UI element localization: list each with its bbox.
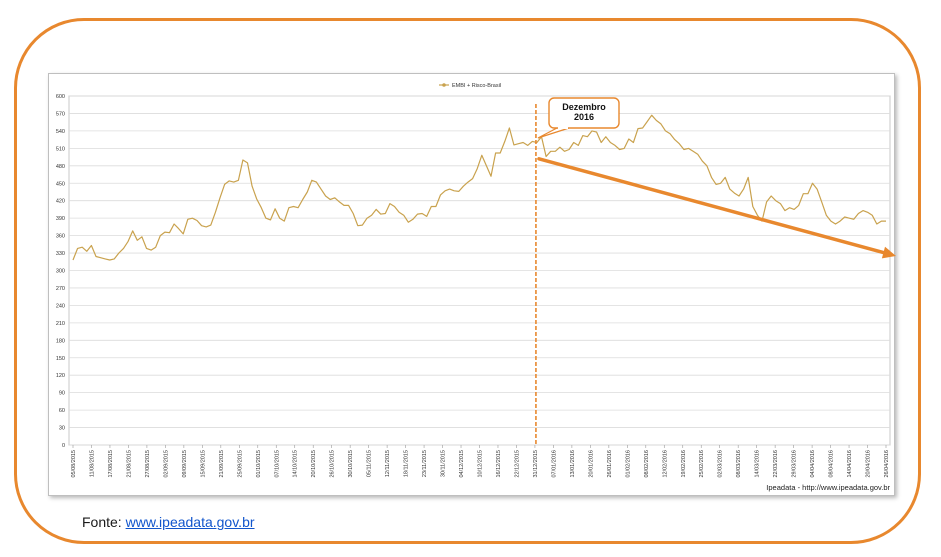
y-tick-label: 120 <box>56 373 65 379</box>
x-tick-label: 01/02/2016 <box>625 450 631 478</box>
trend-arrow-head <box>881 246 896 259</box>
x-tick-label: 12/11/2015 <box>385 450 391 477</box>
x-tick-label: 22/03/2016 <box>773 450 779 478</box>
callout-text: Dezembro <box>562 102 606 112</box>
y-tick-label: 30 <box>59 426 65 432</box>
y-tick-label: 240 <box>56 303 65 309</box>
y-tick-label: 600 <box>56 94 65 100</box>
x-tick-label: 14/03/2016 <box>755 450 761 478</box>
y-tick-label: 180 <box>56 338 65 344</box>
x-tick-label: 26/10/2015 <box>330 450 336 478</box>
x-tick-label: 04/04/2016 <box>810 450 816 478</box>
x-tick-label: 30/11/2015 <box>441 450 447 477</box>
x-tick-label: 02/03/2016 <box>718 450 724 478</box>
x-tick-label: 05/11/2015 <box>367 450 373 477</box>
x-tick-label: 02/09/2015 <box>163 450 169 478</box>
x-tick-label: 26/04/2016 <box>884 450 890 478</box>
x-tick-label: 25/09/2015 <box>237 450 243 478</box>
y-tick-label: 390 <box>56 216 65 222</box>
y-tick-label: 210 <box>56 321 65 327</box>
x-tick-label: 14/10/2015 <box>293 450 299 478</box>
y-tick-label: 0 <box>62 443 65 449</box>
x-tick-label: 08/02/2016 <box>644 450 650 478</box>
x-tick-label: 27/08/2015 <box>145 450 151 478</box>
x-tick-label: 18/11/2015 <box>404 450 410 477</box>
y-tick-label: 480 <box>56 164 65 170</box>
embi-chart: 0 30 60 90 120 150 180 210 240 270 300 330 360 390 420… <box>56 83 896 492</box>
x-tick-label: 14/04/2016 <box>847 450 853 478</box>
credit-text: Ipeadata - http://www.ipeadata.gov.br <box>766 483 890 492</box>
x-tick-label: 09/09/2015 <box>182 450 188 478</box>
x-tick-label: 20/01/2016 <box>588 450 594 478</box>
x-tick-label: 04/12/2015 <box>459 450 465 478</box>
x-tick-label: 17/08/2015 <box>108 450 114 478</box>
x-tick-label: 22/12/2015 <box>514 450 520 478</box>
rounded-orange-frame <box>14 18 921 544</box>
x-tick-label: 01/10/2015 <box>256 450 262 478</box>
x-tick-label: 12/02/2016 <box>662 450 668 478</box>
y-tick-label: 420 <box>56 199 65 205</box>
y-tick-label: 60 <box>59 408 65 414</box>
x-tick-label: 29/03/2016 <box>792 450 798 478</box>
x-tick-label: 20/10/2015 <box>311 450 317 478</box>
y-tick-label: 300 <box>56 269 65 275</box>
x-tick-label: 11/08/2015 <box>89 450 95 477</box>
callout-box <box>548 97 620 129</box>
y-tick-label: 270 <box>56 286 65 292</box>
x-tick-label: 31/12/2015 <box>533 450 539 478</box>
x-tick-label: 07/10/2015 <box>274 450 280 478</box>
trend-arrow-shaft <box>537 157 886 255</box>
x-tick-label: 30/10/2015 <box>348 450 354 478</box>
x-tick-label: 23/11/2015 <box>422 450 428 477</box>
x-tick-label: 08/03/2016 <box>736 450 742 478</box>
x-tick-label: 05/08/2015 <box>71 450 77 478</box>
x-tick-label: 16/12/2015 <box>496 450 502 478</box>
x-tick-label: 26/01/2016 <box>607 450 613 478</box>
legend-swatch-marker <box>442 83 446 87</box>
x-tick-label: 13/01/2016 <box>570 450 576 478</box>
source-link[interactable]: www.ipeadata.gov.br <box>125 514 255 530</box>
x-tick-label: 07/01/2016 <box>551 450 557 478</box>
y-tick-label: 570 <box>56 111 65 117</box>
y-tick-label: 360 <box>56 234 65 240</box>
x-tick-label: 15/09/2015 <box>200 450 206 478</box>
y-tick-label: 330 <box>56 251 65 257</box>
source-line: Fonte: www.ipeadata.gov.br <box>82 514 255 530</box>
series-line-embi <box>72 114 886 261</box>
x-tick-label: 25/02/2016 <box>699 450 705 478</box>
x-tick-label: 21/08/2015 <box>126 450 132 478</box>
y-tick-label: 90 <box>59 391 65 397</box>
x-tick-label: 21/09/2015 <box>219 450 225 478</box>
y-tick-label: 450 <box>56 181 65 187</box>
source-label: Fonte: <box>82 514 122 530</box>
x-tick-label: 10/12/2015 <box>478 450 484 478</box>
y-tick-label: 150 <box>56 356 65 362</box>
x-tick-label: 08/04/2016 <box>829 450 835 478</box>
x-tick-label: 19/02/2016 <box>681 450 687 478</box>
callout-text: 2016 <box>574 112 594 122</box>
x-tick-label: 20/04/2016 <box>866 450 872 478</box>
chart-panel: 0 30 60 90 120 150 180 210 240 270 300 330 360 390 420… <box>48 73 896 496</box>
legend-entry: EMBI + Risco-Brasil <box>452 83 501 89</box>
y-tick-label: 540 <box>56 129 65 135</box>
y-tick-label: 510 <box>56 146 65 152</box>
